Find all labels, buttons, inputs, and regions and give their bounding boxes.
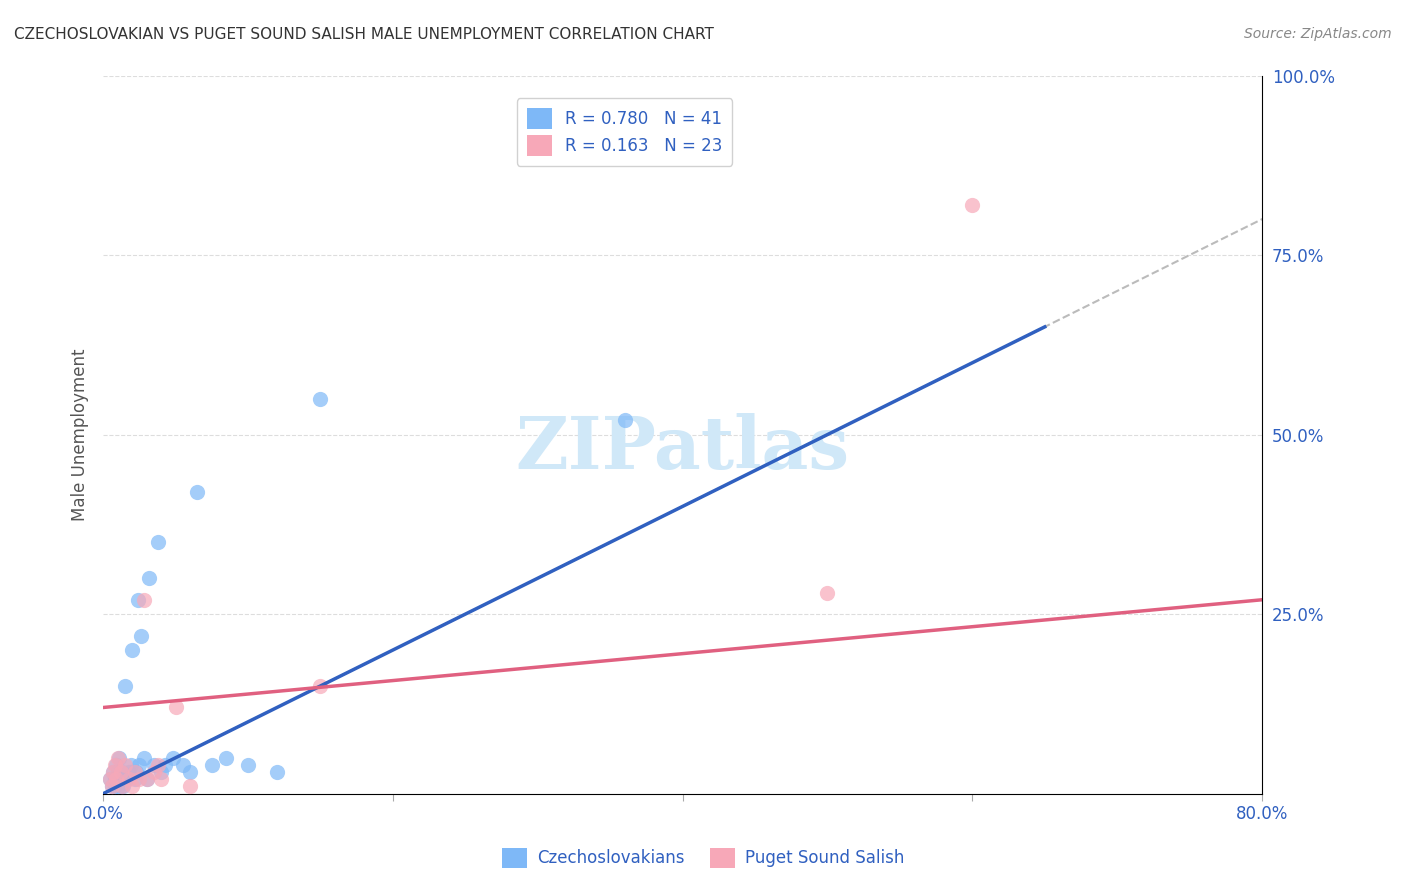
Point	[165, 700, 187, 714]
Point	[179, 780, 201, 794]
Point	[129, 629, 152, 643]
Point	[179, 765, 201, 780]
Point	[135, 772, 157, 787]
Point	[100, 772, 122, 787]
Point	[111, 765, 134, 780]
Point	[201, 758, 224, 772]
Point	[142, 758, 165, 772]
Point	[150, 772, 173, 787]
Point	[121, 780, 143, 794]
Point	[108, 751, 131, 765]
Point	[101, 780, 124, 794]
Point	[115, 772, 138, 787]
Point	[104, 758, 127, 772]
Point	[132, 592, 155, 607]
Point	[150, 765, 173, 780]
Point	[186, 485, 208, 500]
Point	[114, 679, 136, 693]
Point	[105, 758, 128, 772]
Point	[100, 772, 122, 787]
Point	[112, 780, 135, 794]
Point	[266, 765, 288, 780]
Point	[142, 765, 165, 780]
Legend: R = 0.780   N = 41, R = 0.163   N = 23: R = 0.780 N = 41, R = 0.163 N = 23	[517, 98, 733, 166]
Point	[162, 751, 184, 765]
Text: Source: ZipAtlas.com: Source: ZipAtlas.com	[1244, 27, 1392, 41]
Point	[124, 772, 146, 787]
Point	[132, 751, 155, 765]
Text: CZECHOSLOVAKIAN VS PUGET SOUND SALISH MALE UNEMPLOYMENT CORRELATION CHART: CZECHOSLOVAKIAN VS PUGET SOUND SALISH MA…	[14, 27, 714, 42]
Point	[118, 765, 141, 780]
Point	[148, 535, 170, 549]
Point	[148, 758, 170, 772]
Point	[309, 679, 332, 693]
Point	[103, 765, 125, 780]
Point	[103, 765, 125, 780]
Point	[962, 198, 984, 212]
Point	[138, 571, 160, 585]
Point	[107, 780, 129, 794]
Point	[124, 765, 146, 780]
Point	[110, 772, 132, 787]
Point	[120, 758, 142, 772]
Point	[127, 592, 149, 607]
Point	[125, 765, 148, 780]
Point	[114, 758, 136, 772]
Point	[107, 751, 129, 765]
Point	[613, 413, 636, 427]
Point	[104, 780, 127, 794]
Point	[309, 392, 332, 406]
Point	[111, 780, 134, 794]
Point	[215, 751, 238, 765]
Point	[128, 772, 150, 787]
Legend: Czechoslovakians, Puget Sound Salish: Czechoslovakians, Puget Sound Salish	[495, 841, 911, 875]
Point	[107, 765, 129, 780]
Point	[172, 758, 194, 772]
Point	[110, 780, 132, 794]
Y-axis label: Male Unemployment: Male Unemployment	[72, 349, 89, 521]
Point	[155, 758, 177, 772]
Point	[110, 765, 132, 780]
Point	[118, 772, 141, 787]
Point	[108, 772, 131, 787]
Point	[128, 758, 150, 772]
Text: ZIPatlas: ZIPatlas	[516, 414, 849, 484]
Point	[236, 758, 259, 772]
Point	[104, 772, 127, 787]
Point	[101, 780, 124, 794]
Point	[817, 585, 839, 599]
Point	[105, 772, 128, 787]
Point	[135, 772, 157, 787]
Point	[121, 643, 143, 657]
